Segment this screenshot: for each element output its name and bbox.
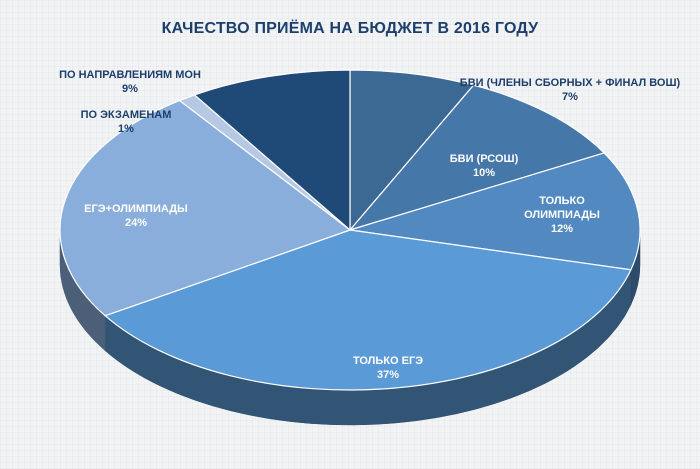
pie-slice-по-направлениям-мон [193, 69, 351, 232]
chart-title: КАЧЕСТВО ПРИЁМА НА БЮДЖЕТ В 2016 ГОДУ [161, 20, 539, 37]
data-label-по-направлениям-мон: ПО НАПРАВЛЕНИЯМ МОН 9% [59, 69, 201, 95]
data-label-только-олимпиады: ТОЛЬКО ОЛИМПИАДЫ 12% [524, 195, 600, 235]
pie-slice-бви-рсош [348, 84, 606, 232]
data-label-только-егэ: ТОЛЬКО ЕГЭ 37% [353, 355, 423, 381]
data-label-бви-члены-сборных-финал-вош: БВИ (ЧЛЕНЫ СБОРНЫХ + ФИНАЛ ВОШ) 7% [460, 77, 681, 103]
pie-slice-егэ-олимпиады [59, 99, 352, 317]
data-label-по-экзаменам: ПО ЭКЗАМЕНАМ 1% [81, 109, 172, 135]
data-label-бви-рсош: БВИ (РСОШ) 10% [450, 153, 519, 179]
pie-slice-только-олимпиады [349, 152, 641, 271]
data-label-егэ-олимпиады: ЕГЭ+ОЛИМПИАДЫ 24% [84, 203, 188, 229]
pie-slice-бви-члены-сборных-финал-вош [349, 69, 475, 232]
